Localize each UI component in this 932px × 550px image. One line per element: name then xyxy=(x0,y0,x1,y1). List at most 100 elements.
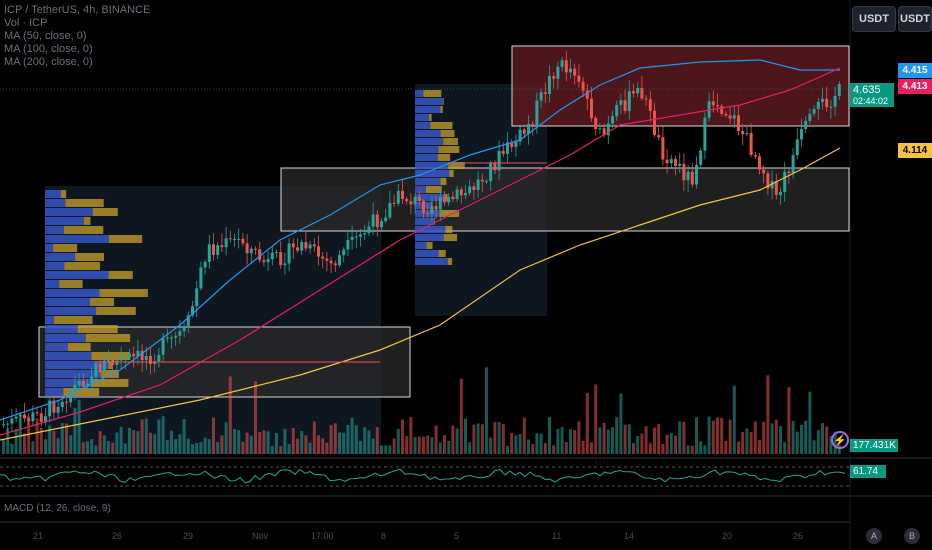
volume-bar xyxy=(48,425,52,454)
vp1-bar-sell xyxy=(63,226,104,234)
candle-body xyxy=(157,354,161,362)
volume-bar xyxy=(451,425,455,454)
currency-button-1[interactable]: USDT xyxy=(852,6,896,32)
vp2-bar-buy xyxy=(415,234,444,241)
candle-body xyxy=(623,100,627,111)
auto-scale-button[interactable]: A xyxy=(866,528,882,544)
candle-body xyxy=(459,189,463,196)
volume-bar xyxy=(762,421,766,454)
macd-title[interactable]: MACD (12, 26, close, 9) xyxy=(4,503,111,514)
candle-body xyxy=(611,116,614,124)
resistance-zone[interactable] xyxy=(511,45,850,127)
candle-body xyxy=(73,385,77,392)
volume-bar xyxy=(787,387,791,454)
volume-bar xyxy=(283,428,287,454)
candle-body xyxy=(161,338,165,355)
candle-body xyxy=(384,217,388,222)
legend-volume[interactable]: Vol · ICP xyxy=(4,17,48,29)
volume-bar xyxy=(585,392,589,454)
candle-body xyxy=(254,248,257,250)
volume-bar xyxy=(77,399,81,454)
candle-body xyxy=(65,401,68,403)
candle-body xyxy=(737,115,740,132)
candle-body xyxy=(657,134,661,138)
candle-body xyxy=(585,90,589,99)
candle-body xyxy=(787,171,791,174)
volume-bar xyxy=(510,433,514,454)
legend-symbol[interactable]: ICP / TetherUS, 4h, BINANCE xyxy=(4,4,151,16)
mid-zone[interactable] xyxy=(280,167,850,232)
legend-ma-50[interactable]: MA (50, close, 0) xyxy=(4,30,87,42)
volume-bar xyxy=(753,421,757,454)
legend-ma-100[interactable]: MA (100, close, 0) xyxy=(4,43,93,55)
candle-body xyxy=(640,87,644,99)
rsi-value-label: 61.74 xyxy=(850,465,886,478)
volume-bar xyxy=(392,438,396,454)
volume-bar xyxy=(611,427,614,454)
lightning-icon[interactable]: ⚡ xyxy=(831,431,849,449)
volume-bar xyxy=(548,416,551,454)
vp1-bar-buy xyxy=(45,262,65,270)
candle-body xyxy=(39,413,43,422)
vp1-bar-buy xyxy=(45,280,60,288)
candle-body xyxy=(31,412,35,422)
volume-bar xyxy=(690,445,694,454)
vp1-bar-buy xyxy=(45,253,76,261)
candle-body xyxy=(195,288,199,307)
vp2-bar-sell xyxy=(439,210,460,217)
vp1-bar-sell xyxy=(64,262,100,270)
volume-bar xyxy=(413,437,417,454)
candle-body xyxy=(422,201,425,214)
volume-bar xyxy=(300,431,304,454)
candle-body xyxy=(501,150,505,154)
candle-body xyxy=(438,196,442,210)
candle-body xyxy=(581,81,585,91)
vp2-bar-buy xyxy=(415,130,441,137)
candle-body xyxy=(123,357,127,359)
candle-body xyxy=(648,99,652,111)
candle-body xyxy=(430,206,434,214)
currency-button-2[interactable]: USDT xyxy=(898,6,932,32)
volume-bar xyxy=(417,436,421,454)
volume-bar xyxy=(497,421,501,454)
volume-bar xyxy=(745,428,749,454)
candles-layer[interactable] xyxy=(2,50,841,436)
log-scale-button[interactable]: B xyxy=(904,528,920,544)
volume-bar xyxy=(296,438,299,454)
candle-body xyxy=(237,238,241,240)
candle-body xyxy=(6,423,10,425)
candle-body xyxy=(703,117,707,151)
vp2-bar-sell xyxy=(423,90,442,97)
candle-body xyxy=(86,383,89,387)
vp2-bar-buy xyxy=(415,250,439,257)
candle-body xyxy=(795,139,799,156)
candle-body xyxy=(69,391,73,403)
volume-bar xyxy=(749,432,753,454)
candle-body xyxy=(94,363,98,377)
candle-body xyxy=(333,263,337,266)
legend-ma-200[interactable]: MA (200, close, 0) xyxy=(4,56,93,68)
vp2-bar-buy xyxy=(415,154,438,161)
candle-body xyxy=(346,239,350,250)
vp1-bar-buy xyxy=(45,226,64,234)
volume-bar xyxy=(615,417,619,454)
candle-body xyxy=(321,256,325,259)
candle-body xyxy=(342,249,346,256)
candle-body xyxy=(14,416,18,419)
volume-bar xyxy=(212,417,215,454)
candle-body xyxy=(249,248,253,254)
volume-bar xyxy=(94,445,98,454)
volume-bar xyxy=(409,416,413,454)
volume-bar xyxy=(207,439,211,454)
vp1-bar-buy xyxy=(45,190,61,198)
volume-bar xyxy=(707,416,711,454)
candle-body xyxy=(375,214,379,228)
volume-bar xyxy=(766,375,770,454)
moving-averages-layer xyxy=(0,59,841,441)
candle-body xyxy=(682,163,686,181)
volume-bar xyxy=(287,444,291,454)
candle-body xyxy=(115,360,119,365)
volume-bar xyxy=(182,419,186,454)
candle-body xyxy=(791,155,795,174)
